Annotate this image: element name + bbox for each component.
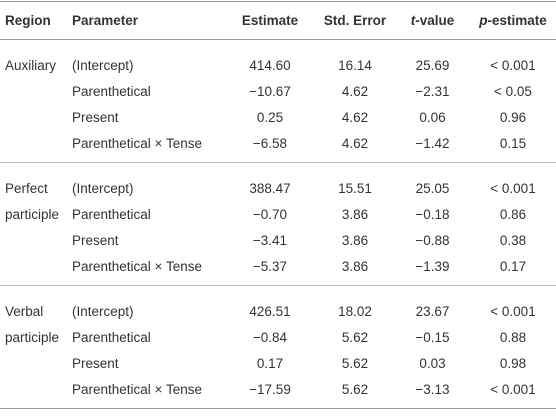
value-cell: 0.96 bbox=[499, 109, 527, 125]
value-cell: 0.17 bbox=[499, 258, 527, 274]
region-cell bbox=[0, 130, 72, 163]
data-row: Parenthetical −10.67 4.62 −2.31 < 0.05 bbox=[0, 78, 556, 104]
data-row: Auxiliary (Intercept) 414.60 16.14 25.69 < 0.… bbox=[0, 40, 556, 79]
value-cell: 0.25 bbox=[256, 109, 284, 125]
value-cell: 5.62 bbox=[341, 329, 369, 345]
header-text: -estimate bbox=[487, 13, 547, 28]
value-cell: 25.69 bbox=[415, 57, 450, 73]
header-cell: t-value bbox=[395, 1, 470, 40]
value-cell: 5.62 bbox=[341, 381, 369, 397]
value-cell: −0.70 bbox=[252, 206, 288, 222]
value-cell: −1.39 bbox=[415, 258, 450, 274]
value-cell: < 0.001 bbox=[490, 57, 536, 73]
value-cell: 15.51 bbox=[338, 180, 372, 196]
value-cell: −3.41 bbox=[252, 232, 288, 248]
value-cell: 0.06 bbox=[419, 109, 446, 125]
value-cell: 0.88 bbox=[499, 329, 527, 345]
region-cell bbox=[0, 104, 72, 130]
header-italic: t bbox=[410, 13, 416, 28]
value-cell: −0.88 bbox=[415, 232, 450, 248]
value-cell: 414.60 bbox=[249, 57, 291, 73]
header-cell: p-estimate bbox=[470, 1, 556, 40]
data-row: Verbal (Intercept) 426.51 18.02 23.67 < 0.001 bbox=[0, 286, 556, 325]
value-cell: 4.62 bbox=[341, 83, 369, 99]
table-header: Region Parameter Estimate Std. Error t-value… bbox=[0, 1, 556, 40]
value-cell: 3.86 bbox=[341, 232, 369, 248]
parameter-cell: Present bbox=[72, 355, 119, 371]
value-cell: 0.03 bbox=[419, 355, 446, 371]
region-cell bbox=[0, 350, 72, 376]
data-row: Present −3.41 3.86 −0.88 0.38 bbox=[0, 227, 556, 253]
value-cell: < 0.05 bbox=[494, 83, 532, 99]
value-cell: −5.37 bbox=[252, 258, 288, 274]
value-cell: −17.59 bbox=[249, 381, 291, 397]
value-cell: 0.15 bbox=[499, 135, 527, 151]
parameter-cell: (Intercept) bbox=[72, 303, 134, 319]
data-row: Parenthetical × Tense −5.37 3.86 −1.39 0.17 bbox=[0, 253, 556, 286]
results-table: Region Parameter Estimate Std. Error t-value… bbox=[0, 1, 556, 409]
region-cell: Verbal bbox=[5, 303, 44, 319]
parameter-cell: (Intercept) bbox=[72, 57, 134, 73]
region-cell: Auxiliary bbox=[5, 57, 57, 73]
header-cell: Estimate bbox=[225, 1, 315, 40]
parameter-cell: Present bbox=[72, 232, 119, 248]
value-cell: 16.14 bbox=[338, 57, 372, 73]
value-cell: < 0.001 bbox=[490, 180, 536, 196]
data-row: Parenthetical × Tense −6.58 4.62 −1.42 0.15 bbox=[0, 130, 556, 163]
header-cell: Parameter bbox=[72, 1, 225, 40]
value-cell: 23.67 bbox=[415, 303, 450, 319]
data-row: Parenthetical × Tense −17.59 5.62 −3.13 < 0.… bbox=[0, 376, 556, 409]
header-italic: p bbox=[479, 13, 488, 28]
parameter-cell: Parenthetical bbox=[72, 83, 151, 99]
value-cell: 5.62 bbox=[341, 355, 369, 371]
parameter-cell: Parenthetical bbox=[72, 329, 151, 345]
value-cell: 18.02 bbox=[338, 303, 372, 319]
region-cell: participle bbox=[5, 206, 60, 222]
value-cell: 0.17 bbox=[256, 355, 284, 371]
value-cell: −0.15 bbox=[415, 329, 450, 345]
value-cell: −1.42 bbox=[415, 135, 450, 151]
header-text: -value bbox=[415, 13, 455, 28]
value-cell: −3.13 bbox=[415, 381, 450, 397]
region-cell bbox=[0, 253, 72, 286]
header-cell: Region bbox=[0, 1, 72, 40]
value-cell: 0.86 bbox=[499, 206, 527, 222]
value-cell: 25.05 bbox=[415, 180, 450, 196]
value-cell: < 0.001 bbox=[490, 303, 536, 319]
value-cell: < 0.001 bbox=[490, 381, 536, 397]
value-cell: −0.18 bbox=[415, 206, 450, 222]
value-cell: 0.38 bbox=[499, 232, 527, 248]
region-cell bbox=[0, 78, 72, 104]
data-row: Present 0.25 4.62 0.06 0.96 bbox=[0, 104, 556, 130]
data-row: participle Parenthetical −0.70 3.86 −0.18 0.8… bbox=[0, 201, 556, 227]
region-cell: Perfect bbox=[5, 180, 48, 196]
header-row: Region Parameter Estimate Std. Error t-value… bbox=[0, 1, 556, 40]
value-cell: −6.58 bbox=[252, 135, 288, 151]
value-cell: 3.86 bbox=[341, 206, 369, 222]
parameter-cell: (Intercept) bbox=[72, 180, 134, 196]
value-cell: 388.47 bbox=[249, 180, 291, 196]
header-cell: Std. Error bbox=[315, 1, 395, 40]
value-cell: −10.67 bbox=[249, 83, 291, 99]
table-body: Auxiliary (Intercept) 414.60 16.14 25.69 < 0.… bbox=[0, 40, 556, 409]
value-cell: −0.84 bbox=[252, 329, 288, 345]
parameter-cell: Parenthetical × Tense bbox=[72, 258, 202, 274]
value-cell: 4.62 bbox=[341, 109, 369, 125]
data-row: Present 0.17 5.62 0.03 0.98 bbox=[0, 350, 556, 376]
parameter-cell: Parenthetical × Tense bbox=[72, 135, 202, 151]
region-cell: participle bbox=[5, 329, 60, 345]
value-cell: 0.98 bbox=[499, 355, 527, 371]
parameter-cell: Parenthetical bbox=[72, 206, 151, 222]
value-cell: 4.62 bbox=[341, 135, 369, 151]
data-row: Perfect (Intercept) 388.47 15.51 25.05 < 0.00… bbox=[0, 163, 556, 202]
parameter-cell: Parenthetical × Tense bbox=[72, 381, 202, 397]
value-cell: 3.86 bbox=[341, 258, 369, 274]
parameter-cell: Present bbox=[72, 109, 119, 125]
region-cell bbox=[0, 227, 72, 253]
region-cell bbox=[0, 376, 72, 409]
value-cell: −2.31 bbox=[415, 83, 450, 99]
value-cell: 426.51 bbox=[249, 303, 291, 319]
data-row: participle Parenthetical −0.84 5.62 −0.15 0.8… bbox=[0, 324, 556, 350]
